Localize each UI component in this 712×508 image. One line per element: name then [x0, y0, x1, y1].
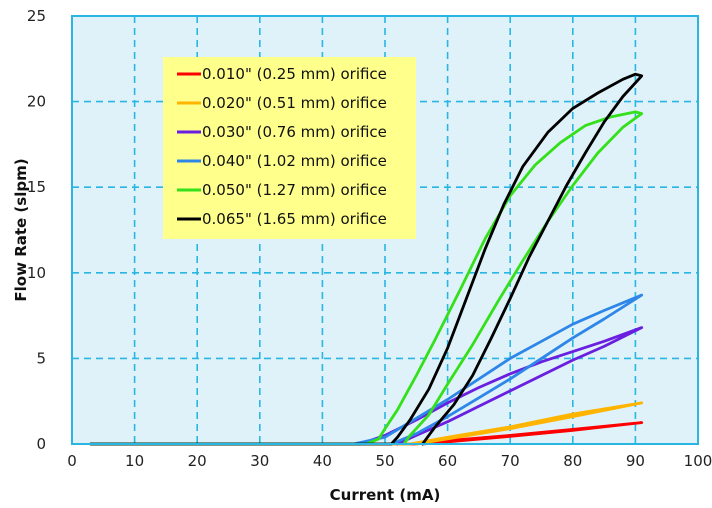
legend-label-3: 0.030" (0.76 mm) orifice: [202, 123, 387, 141]
legend-items: 0.010" (0.25 mm) orifice 0.020" (0.51 mm)…: [177, 65, 387, 228]
y-tick-label-25: 25: [27, 7, 46, 25]
y-tick-label-0: 0: [36, 435, 46, 453]
series-layer: [89, 72, 644, 446]
y-tick-label-20: 20: [27, 93, 46, 111]
x-axis-ticks: 0 10 20 30 40 50 60 70 80 90 100: [67, 452, 712, 470]
x-tick-label-30: 30: [250, 452, 269, 470]
x-tick-label-50: 50: [375, 452, 394, 470]
series-line-2: [89, 401, 644, 446]
series-line-4: [89, 293, 644, 446]
series-line-3: [89, 326, 644, 446]
x-tick-label-60: 60: [438, 452, 457, 470]
x-tick-label-20: 20: [188, 452, 207, 470]
y-tick-label-5: 5: [36, 349, 46, 367]
legend-box: [163, 57, 416, 239]
series-line-5: [89, 110, 644, 446]
legend: 0.010" (0.25 mm) orifice 0.020" (0.51 mm)…: [163, 57, 416, 239]
x-tick-label-80: 80: [563, 452, 582, 470]
legend-label-2: 0.020" (0.51 mm) orifice: [202, 94, 387, 112]
x-axis-title: Current (mA): [330, 486, 441, 504]
plot-frame: [71, 15, 699, 445]
x-tick-label-40: 40: [313, 452, 332, 470]
legend-label-4: 0.040" (1.02 mm) orifice: [202, 152, 387, 170]
y-axis-title: Flow Rate (slpm): [12, 158, 30, 301]
y-axis-ticks: 0 5 10 15 20 25: [27, 7, 46, 453]
legend-label-5: 0.050" (1.27 mm) orifice: [202, 181, 387, 199]
x-tick-label-70: 70: [501, 452, 520, 470]
legend-label-1: 0.010" (0.25 mm) orifice: [202, 65, 387, 83]
x-tick-label-10: 10: [125, 452, 144, 470]
legend-label-6: 0.065" (1.65 mm) orifice: [202, 210, 387, 228]
x-tick-label-100: 100: [684, 452, 712, 470]
x-tick-label-90: 90: [626, 452, 645, 470]
series-line-6: [89, 72, 644, 446]
y-tick-label-10: 10: [27, 264, 46, 282]
x-tick-label-0: 0: [67, 452, 77, 470]
y-tick-label-15: 15: [27, 178, 46, 196]
